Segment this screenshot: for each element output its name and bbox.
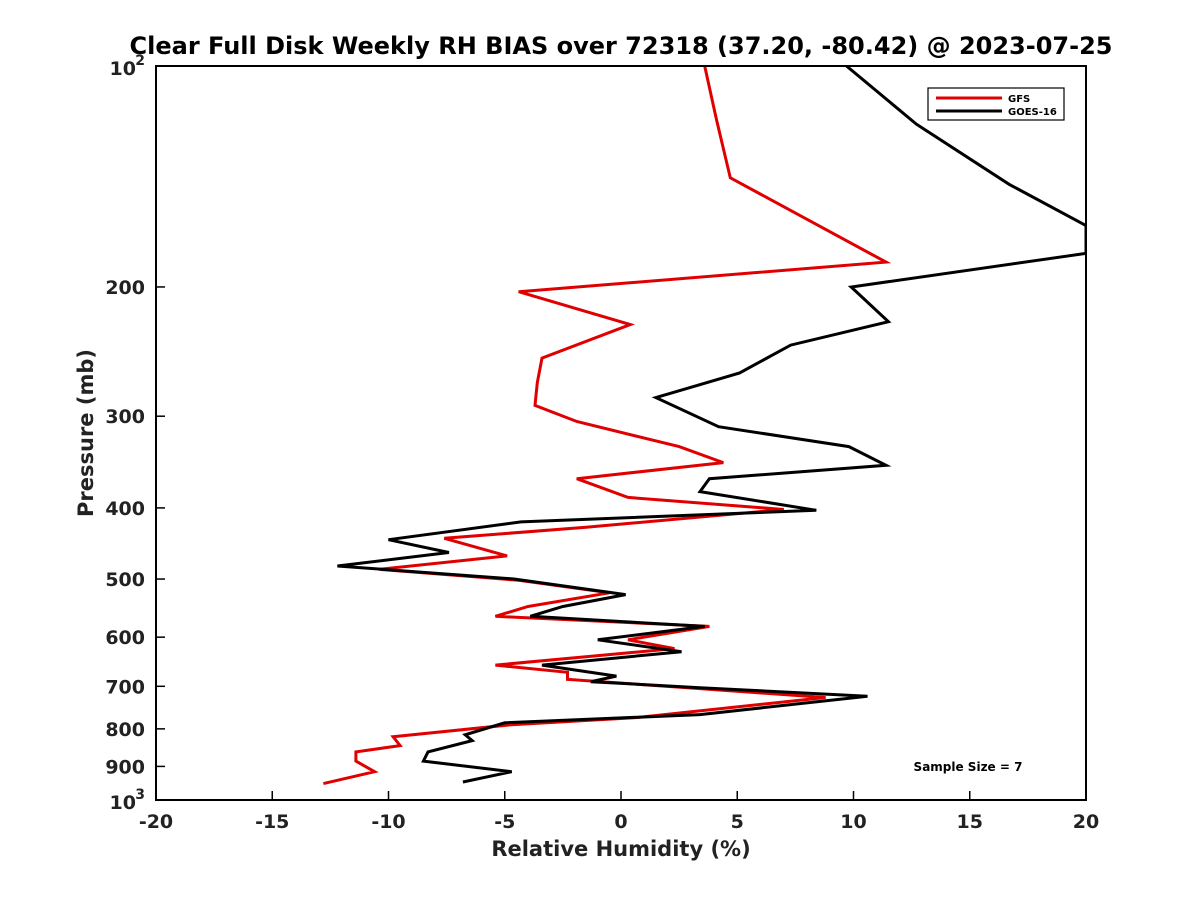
plot-area: -20 -15 -10 -5 0 5 10 15 20 10 220030040050060070… [105, 53, 1099, 833]
y-tick-label-power: 10 [110, 58, 136, 80]
x-tick-label: 5 [731, 811, 744, 833]
x-tick-label: 10 [840, 811, 866, 833]
y-axis-label: Pressure (mb) [74, 349, 98, 517]
series-line-goes-16 [337, 66, 1086, 784]
sample-size-annotation: Sample Size = 7 [914, 760, 1023, 774]
chart-title: Clear Full Disk Weekly RH BIAS over 7231… [130, 32, 1113, 60]
y-tick-label-power: 10 [110, 792, 136, 814]
y-tick-label: 600 [105, 627, 145, 649]
y-tick-label: 300 [105, 406, 145, 428]
x-tick-label: -15 [255, 811, 289, 833]
x-axis: -20 -15 -10 -5 0 5 10 15 20 [139, 791, 1099, 833]
legend: GFS GOES-16 [927, 87, 1065, 121]
x-tick-label: 20 [1073, 811, 1099, 833]
x-tick-label: 0 [614, 811, 627, 833]
y-tick-label: 500 [105, 569, 145, 591]
x-axis-label: Relative Humidity (%) [491, 837, 750, 861]
legend-label: GOES-16 [1008, 107, 1057, 118]
y-tick-exponent: 3 [135, 787, 145, 803]
y-tick-label: 700 [105, 676, 145, 698]
x-tick-label: -10 [371, 811, 405, 833]
x-tick-label: 15 [957, 811, 983, 833]
x-tick-label: -5 [494, 811, 515, 833]
y-tick-label: 400 [105, 498, 145, 520]
legend-label: GFS [1008, 94, 1030, 105]
series-group [323, 66, 1086, 786]
x-tick-label: -20 [139, 811, 173, 833]
legend-box [927, 87, 1065, 121]
y-tick-label: 800 [105, 719, 145, 741]
y-tick-label: 900 [105, 756, 145, 778]
y-tick-label: 200 [105, 277, 145, 299]
y-tick-exponent: 2 [135, 53, 145, 69]
